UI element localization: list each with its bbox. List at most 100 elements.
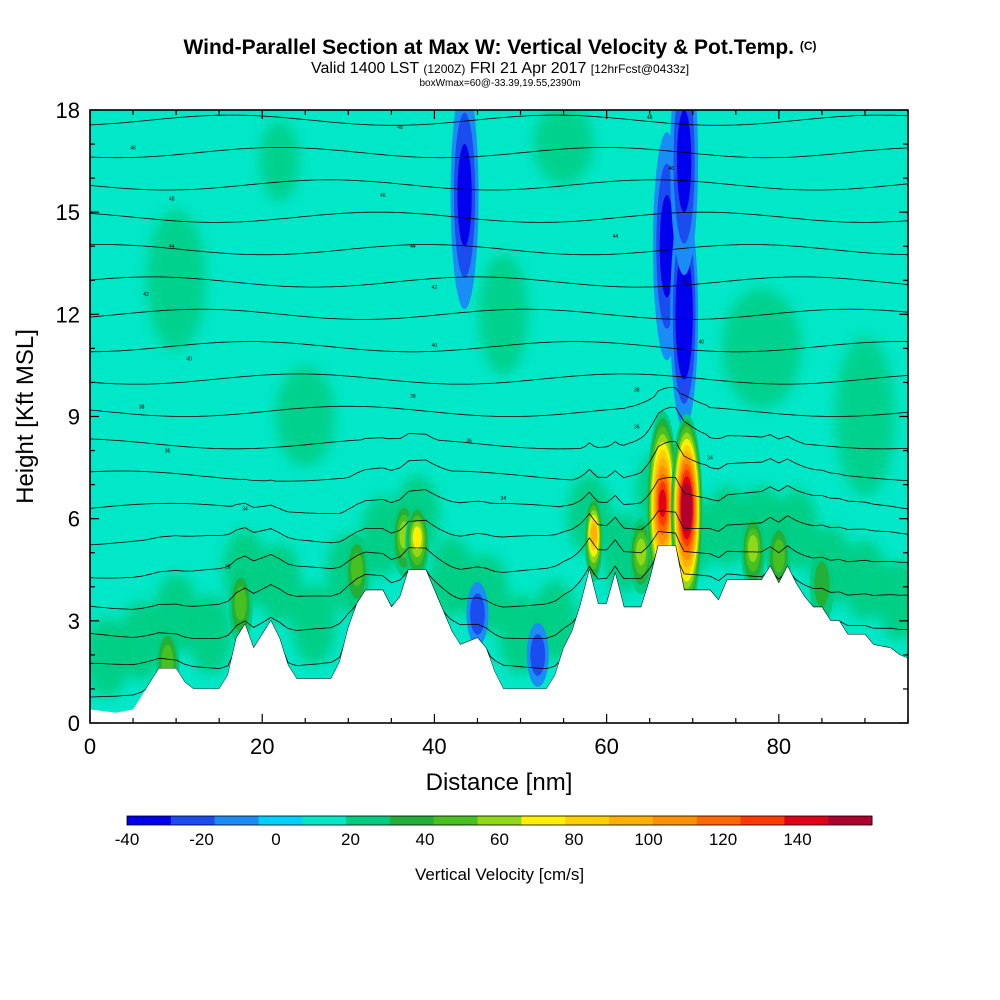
isentrope-line <box>90 386 908 417</box>
contour-label: 38 <box>139 404 145 410</box>
isentrope-line <box>90 147 908 159</box>
colorbar-swatch <box>696 816 742 825</box>
weak-updraft-patch <box>478 254 529 375</box>
y-tick-label: 15 <box>56 200 80 225</box>
contour-label: 48 <box>397 125 403 131</box>
updraft-level <box>590 524 597 545</box>
updraft-core <box>809 548 834 625</box>
downdraft-level <box>659 195 675 298</box>
updraft-core <box>741 514 766 591</box>
weak-updraft-band <box>90 617 130 698</box>
x-tick-label: 80 <box>767 734 791 759</box>
contour-label: 40 <box>699 340 705 346</box>
colorbar-label: Vertical Velocity [cm/s] <box>415 865 584 884</box>
isentrope-line <box>90 373 908 385</box>
downdraft-level <box>678 273 691 356</box>
contour-label: 34 <box>242 506 248 512</box>
x-tick-label: 20 <box>250 734 274 759</box>
updraft-core <box>405 504 430 581</box>
downdraft-level <box>676 110 692 213</box>
contour-label: 44 <box>410 244 416 250</box>
y-tick-label: 18 <box>56 98 80 123</box>
y-tick-label: 9 <box>68 405 80 430</box>
isentrope-line <box>90 341 908 353</box>
colorbar-swatch <box>521 816 566 825</box>
x-axis-label: Distance [nm] <box>426 769 573 796</box>
colorbar-swatch <box>652 816 698 825</box>
updraft-core <box>646 410 679 607</box>
contour-label: 42 <box>143 292 149 298</box>
contour-label: 38 <box>410 394 416 400</box>
colorbar-swatch <box>214 816 259 825</box>
colorbar-swatch <box>565 816 610 825</box>
colorbar-swatch <box>346 816 391 825</box>
weak-updraft-patch <box>259 121 300 202</box>
updraft-core <box>629 518 654 595</box>
weak-motion-texture <box>90 110 908 698</box>
copyright-mark: (C) <box>799 39 817 53</box>
colorbar-swatch <box>127 816 172 825</box>
colorbar-tick-label: 100 <box>634 830 662 849</box>
y-tick-label: 6 <box>68 507 80 532</box>
downdraft-level <box>457 143 472 247</box>
chart-subtitle: Valid 1400 LST (1200Z) FRI 21 Apr 2017 [… <box>0 60 1000 78</box>
downdraft-core <box>450 110 479 310</box>
weak-updraft-band <box>842 539 887 620</box>
subtitle-utc: (1200Z) <box>423 62 466 76</box>
weak-updraft-band <box>291 584 336 665</box>
updraft-level <box>412 526 422 550</box>
plot-area: 48 48 44 42 40 38 36 34 28 48 46 44 42 40 38 36 34 48 46 44… <box>90 110 908 723</box>
isentrope-line <box>90 244 908 256</box>
x-tick-label: 40 <box>422 734 446 759</box>
isentrope-line <box>90 406 908 450</box>
isentrope-line <box>90 114 908 126</box>
colorbar-swatch <box>609 816 654 825</box>
colorbar-swatch <box>784 816 829 825</box>
colorbar-swatch <box>170 816 216 825</box>
y-tick-label: 0 <box>68 711 80 736</box>
updraft-level <box>636 538 647 566</box>
contour-label: 42 <box>432 285 438 291</box>
isentrope-line <box>90 276 908 288</box>
contour-label: 42 <box>681 278 687 284</box>
contour-label: 38 <box>634 387 640 393</box>
colorbar-swatch <box>389 816 435 825</box>
isentrope-line <box>90 179 908 191</box>
subtitle-forecast: [12hrFcst@0433z] <box>590 62 690 76</box>
contour-label: 36 <box>634 425 640 431</box>
isentrope-line <box>90 440 908 482</box>
colorbar-tick-label: 40 <box>416 830 435 849</box>
weak-updraft-patch <box>834 336 895 497</box>
y-axis-label: Height [Kft MSL] <box>12 329 39 504</box>
downdraft-core <box>526 622 549 687</box>
updraft-core <box>228 569 253 646</box>
downdraft-level <box>530 634 546 676</box>
x-tick-label: 60 <box>594 734 618 759</box>
colorbar-swatch <box>433 816 479 825</box>
colorbar-tick-label: 60 <box>490 830 509 849</box>
contour-labels: 48 48 44 42 40 38 36 34 28 48 46 44 42 40 38 36 34 48 46 44… <box>130 115 713 571</box>
isentrope-line <box>90 476 908 514</box>
updraft-level <box>234 586 247 621</box>
downdraft-core <box>670 110 699 276</box>
isentrope-line <box>90 531 908 579</box>
subtitle-valid: Valid 1400 LST <box>310 60 419 77</box>
weak-updraft-patch <box>146 210 207 351</box>
contour-label: 28 <box>225 564 231 570</box>
contour-label: 48 <box>169 197 175 203</box>
updraft-level <box>350 552 363 587</box>
colorbar-frame <box>126 815 873 826</box>
isentrope-line <box>90 510 908 546</box>
weak-updraft-patch <box>533 110 594 185</box>
weak-updraft-patch <box>721 288 802 409</box>
y-tick-label: 12 <box>56 302 80 327</box>
colorbar-tick-label: 0 <box>271 830 280 849</box>
colorbar-tick-label: -20 <box>189 830 214 849</box>
y-tick-label: 3 <box>68 609 80 634</box>
colorbar-tick-label: 120 <box>709 830 737 849</box>
colorbar-tick-label: 80 <box>565 830 584 849</box>
chart-sub-subtitle: boxWmax=60@-33.39,19.55,2390m <box>419 78 581 89</box>
subtitle-date: FRI 21 Apr 2017 <box>469 60 587 77</box>
